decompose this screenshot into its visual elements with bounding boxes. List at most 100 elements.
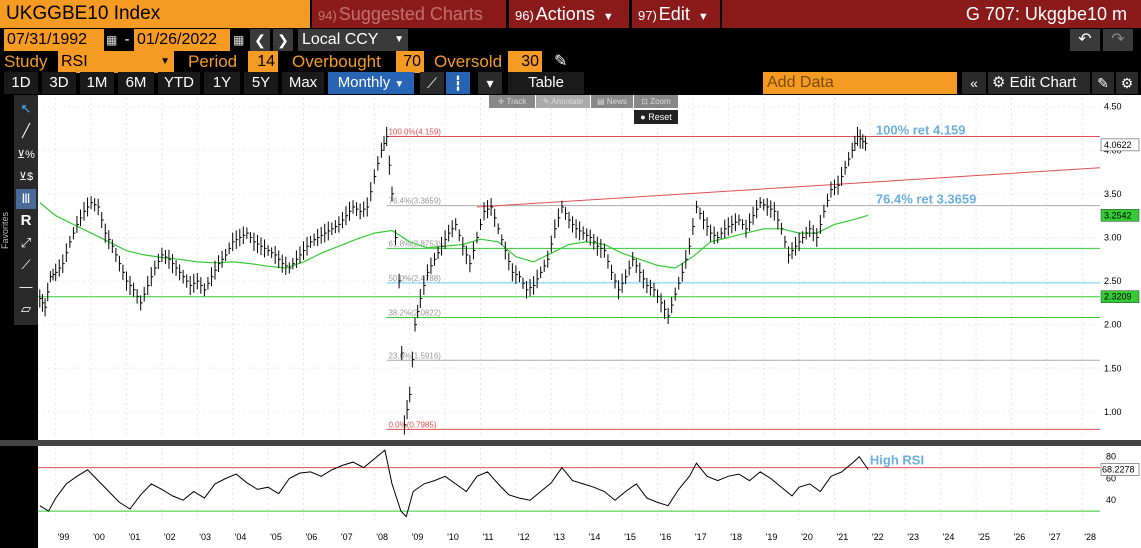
range-3d[interactable]: 3D [42,72,76,94]
settings-icon[interactable]: ⚙ [1116,72,1138,94]
currency-select[interactable]: Local CCY ▼ [298,29,408,51]
study-select[interactable]: RSI ▼ [58,51,174,73]
x-tick-label: '20 [801,532,813,542]
range-1y[interactable]: 1Y [204,72,240,94]
edit-chart-button[interactable]: ⚙ Edit Chart [988,72,1090,94]
rsi-last-value-box [1100,463,1140,476]
period-input[interactable]: 14 [248,51,278,73]
panel-divider[interactable] [0,440,1141,446]
chevron-down-icon: ▼ [394,34,404,45]
zoom-label: Zoom [650,97,671,106]
edit-num: 97) [638,8,657,23]
currency-value: Local CCY [302,31,379,48]
x-tick-label: '16 [660,532,672,542]
pencil-icon[interactable]: ✎ [554,53,568,70]
overbought-label: Overbought [292,52,381,71]
redo-icon[interactable]: ↷ [1103,29,1133,51]
annotate-tool[interactable]: ✎ Annotate [536,95,590,108]
actions-button[interactable]: 96) Actions ▼ [509,0,629,28]
date-separator: - [124,31,130,48]
trend-tool-icon[interactable]: ⤢ [20,235,32,250]
line-chart-icon[interactable]: ⟋ [420,72,444,94]
reset-label: Reset [648,112,672,122]
moving-average-line [39,202,869,269]
oversold-input[interactable]: 30 [508,51,542,73]
rsi-axis-panel [1100,446,1141,524]
undo-icon[interactable]: ↶ [1070,29,1100,51]
last-value-label: 3.2542 [1104,210,1132,220]
line-tool-icon[interactable]: ╱ [22,123,30,138]
actions-label: Actions [535,4,595,24]
page-code: G 707: Ukggbe10 m [722,0,1141,28]
bar-chart-icon[interactable]: ┇ [446,72,470,94]
x-tick-label: '05 [270,532,282,542]
rsi-last-value: 68.2278 [1102,465,1135,475]
range-max[interactable]: Max [282,72,324,94]
range-1m[interactable]: 1M [80,72,114,94]
track-tool[interactable]: ✛ Track [489,95,535,108]
pen-icon: ✎ [542,97,550,106]
study-label: Study [4,52,48,71]
start-date-input[interactable]: 07/31/1992 [4,29,104,51]
y-tick-label: 1.00 [1104,407,1122,417]
trend-line [476,167,1101,208]
horizontal-line-icon[interactable]: — [19,279,33,294]
x-tick-label: '01 [129,532,141,542]
news-tool[interactable]: ▤ News [591,95,633,108]
x-axis-panel [38,524,1141,548]
calendar-icon[interactable]: ▦ [233,33,245,47]
price-axis-panel [1100,95,1141,440]
percent-tool-icon[interactable]: ⊻% [17,149,35,161]
end-date-input[interactable]: 01/26/2022 [134,29,230,51]
x-tick-label: '10 [447,532,459,542]
range-ytd[interactable]: YTD [158,72,200,94]
chevron-down-icon[interactable]: ▾ [478,72,502,94]
retracement-tool-icon[interactable]: R [20,212,32,229]
overbought-input[interactable]: 70 [396,51,424,73]
reset-button[interactable]: ● Reset [634,110,678,124]
dollar-tool-icon[interactable]: ⊻$ [18,171,34,183]
edit-button[interactable]: 97) Edit ▼ [632,0,720,28]
actions-num: 96) [515,8,534,23]
x-tick-label: '28 [1084,532,1096,542]
collapse-icon[interactable]: « [962,72,986,94]
ticker-title[interactable]: UKGGBE10 Index [0,0,310,28]
edit-icon[interactable]: ✎ [1092,72,1114,94]
ray-tool-icon[interactable]: ⟋ [21,257,31,272]
track-label: Track [506,97,527,106]
x-tick-label: '15 [624,532,636,542]
drawing-toolbar: ↖ ╱ ⊻% ⊻$ Ⅲ R ⤢ ⟋ — ▱ [14,95,38,325]
rsi-line [39,449,869,518]
favorites-tab[interactable]: Favorites [0,211,10,249]
x-tick-label: '17 [695,532,707,542]
chevron-down-icon: ▼ [394,79,405,90]
calendar-icon[interactable]: ▦ [106,33,118,47]
suggested-charts-button[interactable]: 94) Suggested Charts [312,0,506,28]
range-1d[interactable]: 1D [4,72,38,94]
x-tick-label: '21 [837,532,849,542]
suggested-label: Suggested Charts [338,4,483,24]
add-data-input[interactable]: Add Data [763,72,957,94]
edit-chart-label: Edit Chart [1009,74,1077,91]
fibonacci-tool-icon[interactable]: Ⅲ [16,189,36,209]
fib-label: 50.0%(2.4788) [388,274,441,283]
x-tick-label: '00 [93,532,105,542]
last-value-label: 2.3209 [1104,292,1132,302]
x-tick-label: '22 [872,532,884,542]
x-tick-label: '26 [1014,532,1026,542]
retracement-annotation: 100% ret 4.159 [876,122,966,137]
x-tick-label: '07 [341,532,353,542]
chevron-right-icon[interactable]: ❯ [273,29,293,51]
y-tick-label: 3.00 [1104,232,1122,242]
channel-tool-icon[interactable]: ▱ [21,301,31,316]
chevron-left-icon[interactable]: ❮ [250,29,270,51]
zoom-tool[interactable]: ⊡ Zoom [634,95,678,108]
last-value-label: 4.0622 [1104,140,1132,150]
range-5y[interactable]: 5Y [244,72,278,94]
x-tick-label: '08 [376,532,388,542]
cursor-icon[interactable]: ↖ [20,101,32,116]
frequency-select[interactable]: Monthly ▼ [328,72,414,94]
range-6m[interactable]: 6M [118,72,154,94]
table-button[interactable]: Table [508,72,584,94]
